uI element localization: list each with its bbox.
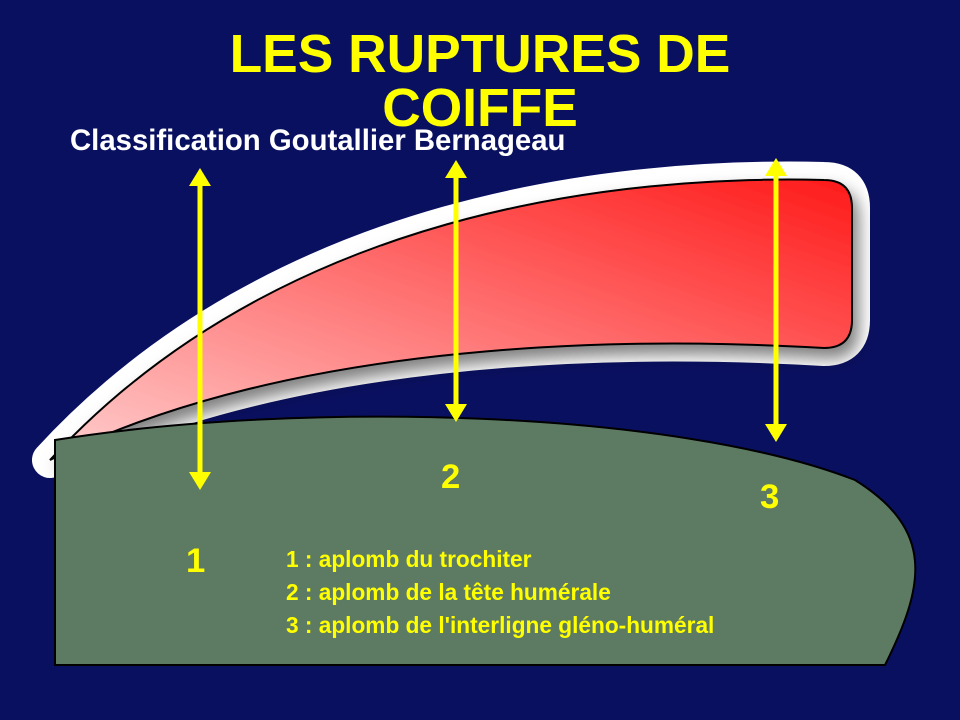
legend-line-3: 3 : aplomb de l'interligne gléno-huméral bbox=[286, 612, 714, 639]
number-label-3: 3 bbox=[760, 478, 779, 517]
number-label-2: 2 bbox=[441, 458, 460, 497]
legend-line-1: 1 : aplomb du trochiter bbox=[286, 546, 714, 573]
legend: 1 : aplomb du trochiter 2 : aplomb de la… bbox=[286, 546, 714, 645]
slide-title: LES RUPTURES DE COIFFE bbox=[0, 28, 960, 136]
legend-line-2: 2 : aplomb de la tête humérale bbox=[286, 579, 714, 606]
title-line1: LES RUPTURES DE bbox=[0, 28, 960, 82]
slide-subtitle: Classification Goutallier Bernageau bbox=[70, 124, 565, 158]
number-label-1: 1 bbox=[186, 542, 205, 581]
